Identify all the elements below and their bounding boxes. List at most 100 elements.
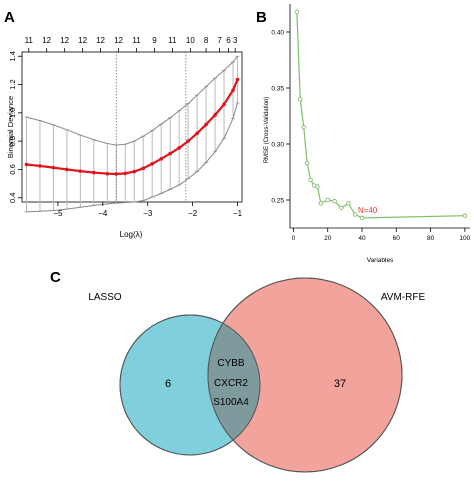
lasso-mean-point [51,165,56,170]
lasso-y-tick-label: 0.4 [8,193,17,203]
rmse-point [359,215,365,221]
rmse-best-annotation: N=40 [358,206,378,215]
lasso-x-tick-label: −5 [53,209,63,218]
lasso-top-tick-label: 12 [78,36,87,45]
rmse-x-tick-label: 0 [292,235,296,242]
lasso-deviance-chart: −5 −4 −3 −2 −1 0.4 0.6 0.8 1.0 1.2 1.4 11 12 12 12 12… [6,36,243,239]
lasso-mean-point [105,171,110,176]
lasso-top-axis: 11 12 12 12 12 12 11 9 11 10 8 7 6 3 [25,36,238,52]
rmse-y-tick-label: 0.25 [271,198,284,205]
lasso-mean-point [92,170,96,175]
venn-intersection-outline [119,314,261,456]
rmse-y-ticks: 0.25 0.30 0.35 0.40 [271,30,290,205]
lasso-mean-point [195,131,199,136]
venn-gene-3: S100A4 [213,397,249,408]
lasso-top-tick-label: 10 [186,36,195,45]
lasso-mean-point [150,161,155,166]
rmse-chart: 0 20 40 60 80 100 0.25 0.30 0.35 0.40 N=40 Varia… [264,4,471,264]
lasso-top-tick-label: 12 [114,36,123,45]
rmse-point [304,160,310,166]
lasso-y-tick-label: 0.6 [8,164,17,174]
lasso-mean-point [78,169,83,173]
rmse-x-axis-label: Variables [367,257,394,264]
lasso-y-axis-label: Binomial Deviance [6,96,15,158]
rmse-point [308,177,313,183]
lasso-lambda-lines [115,52,187,202]
lasso-mean-point [38,164,42,168]
rmse-point [315,184,320,189]
rmse-point [294,9,300,15]
rmse-point [346,201,351,206]
rmse-x-tick-label: 60 [393,235,401,242]
lasso-mean-point [231,88,235,93]
lasso-mean-curve [24,77,240,176]
lasso-top-tick-label: 9 [152,36,157,45]
rmse-point [301,124,306,130]
lasso-mean-point [114,172,119,176]
lasso-top-tick-label: 12 [60,36,69,45]
lasso-y-ticks: 0.4 0.6 0.8 1.0 1.2 1.4 [8,51,22,203]
lasso-y-tick-label: 1.0 [8,108,17,118]
lasso-x-tick-label: −1 [233,209,243,218]
rmse-y-tick-label: 0.40 [271,30,284,37]
panel-letter-a: A [4,9,15,26]
lasso-x-tick-label: −3 [143,209,153,218]
lasso-mean-point [141,166,146,171]
lasso-top-tick-label: 8 [204,36,209,45]
lasso-plot-frame [21,51,243,203]
lasso-top-tick-label: 7 [217,36,222,45]
lasso-x-axis-label: Log(λ) [120,230,143,239]
venn-count-avm-rfe-only: 37 [334,378,346,390]
lasso-mean-line [26,79,239,176]
lasso-x-ticks: −5 −4 −3 −2 −1 [53,202,243,218]
venn-label-avm-rfe: AVM-RFE [381,292,426,303]
rmse-y-tick-label: 0.30 [271,142,284,149]
lasso-x-tick-label: −2 [188,209,198,218]
rmse-line [296,11,465,219]
rmse-x-tick-label: 20 [324,235,332,242]
rmse-y-tick-label: 0.35 [271,86,284,93]
lasso-top-tick-label: 11 [25,36,34,45]
lasso-mean-point [177,146,181,150]
venn-gene-2: CXCR2 [214,378,248,389]
lasso-top-tick-label: 12 [96,36,105,45]
lasso-y-tick-label: 1.2 [8,79,17,89]
rmse-point [325,197,330,203]
rmse-point [298,96,303,102]
lasso-mean-point [132,169,137,174]
lasso-mean-point [123,171,128,176]
panel-letter-b: B [256,9,267,26]
lasso-x-tick-label: −4 [98,209,108,218]
rmse-point [332,198,337,204]
venn-label-lasso: LASSO [88,292,122,303]
lasso-top-tick-label: 6 [226,36,231,45]
lasso-top-tick-label: 11 [168,36,177,45]
lasso-mean-point [213,113,217,117]
lasso-confidence-band [24,55,240,213]
lasso-mean-point [235,77,240,82]
lasso-y-tick-label: 0.8 [8,136,17,146]
rmse-point [339,205,344,211]
lasso-mean-point [222,102,226,107]
lasso-mean-point [204,122,208,127]
lasso-mean-point [24,162,29,167]
lasso-mean-point [159,157,163,161]
panel-letter-c: C [50,269,61,286]
rmse-point [462,213,468,218]
lasso-top-tick-label: 12 [42,36,51,45]
lasso-upper-envelope [26,55,238,146]
rmse-point [352,212,358,217]
rmse-point [318,201,324,206]
rmse-x-ticks: 0 20 40 60 80 100 [292,228,471,242]
venn-count-lasso-only: 6 [165,378,171,390]
lasso-mean-point [186,139,190,143]
lasso-top-tick-label: 3 [233,36,238,45]
lasso-lower-envelope [26,102,238,213]
rmse-x-tick-label: 40 [358,235,366,242]
lasso-mean-point [168,151,172,156]
venn-gene-1: CYBB [217,358,245,369]
rmse-x-tick-label: 80 [427,235,435,242]
lasso-top-tick-label: 11 [132,36,141,45]
lasso-y-tick-label: 1.4 [8,51,17,61]
